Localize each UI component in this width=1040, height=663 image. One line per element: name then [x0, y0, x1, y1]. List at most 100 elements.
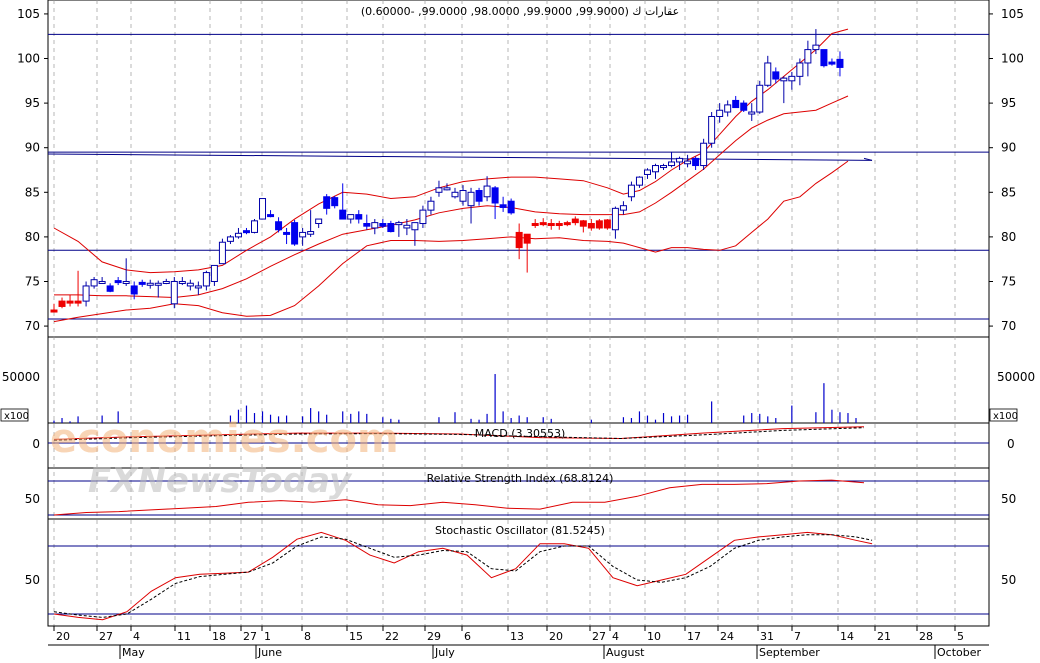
candle-body: [725, 105, 731, 112]
candle-body: [532, 224, 538, 226]
candle: [91, 277, 97, 289]
month-label: September: [759, 646, 820, 659]
x-tick-label: 18: [212, 630, 226, 643]
stochastic-title: Stochastic Oscillator (81.5245): [435, 524, 605, 537]
candle: [821, 50, 827, 68]
candle: [661, 164, 667, 170]
candle: [829, 59, 835, 66]
candle: [123, 258, 129, 286]
candle-body: [604, 220, 610, 228]
x-tick-label: 10: [647, 630, 661, 643]
x-tick-label: 11: [177, 630, 191, 643]
month-label: October: [937, 646, 981, 659]
candle: [340, 183, 346, 219]
rsi-tick-right: 50: [1001, 492, 1016, 506]
candle: [428, 197, 434, 215]
y-tick-label-left: 105: [17, 7, 40, 21]
candle-body: [580, 221, 586, 226]
candle: [604, 219, 610, 230]
candle-body: [813, 45, 819, 49]
volume-tick-left: 50000: [2, 370, 40, 384]
candle-body: [821, 50, 827, 66]
candle: [268, 210, 274, 217]
month-label: August: [606, 646, 645, 659]
candle: [163, 279, 169, 284]
x-tick-label: 7: [794, 630, 801, 643]
candle: [749, 103, 755, 121]
candle-body: [268, 215, 274, 217]
candle-body: [484, 186, 490, 197]
candle: [781, 76, 787, 103]
y-tick-label-right: 80: [1001, 230, 1016, 244]
candle: [107, 283, 113, 292]
candle: [701, 139, 707, 170]
x-tick-label: 27: [99, 630, 113, 643]
candle-body: [107, 286, 113, 291]
candle: [332, 196, 338, 208]
candle: [252, 219, 258, 233]
candle-body: [83, 286, 89, 301]
candle-body: [596, 221, 602, 228]
candle-body: [749, 112, 755, 114]
candle: [356, 210, 362, 223]
y-tick-label-left: 85: [25, 185, 40, 199]
candle: [765, 56, 771, 87]
candle-body: [612, 208, 618, 229]
candle: [203, 271, 209, 291]
x-tick-label: 29: [427, 630, 441, 643]
candle-body: [572, 219, 578, 223]
candle-body: [187, 283, 193, 286]
x-tick-label: 24: [720, 630, 734, 643]
candle-body: [837, 59, 843, 67]
candle-body: [115, 281, 121, 283]
candle-body: [588, 224, 594, 228]
candle-body: [781, 78, 787, 81]
candle-body: [420, 210, 426, 223]
month-label: May: [122, 646, 145, 659]
x-tick-label: 8: [304, 630, 311, 643]
candle: [757, 81, 763, 114]
candle-body: [396, 223, 402, 225]
month-label: July: [434, 646, 455, 659]
candle: [540, 218, 546, 226]
candle-body: [677, 158, 683, 162]
candle-body: [564, 223, 570, 225]
stochastic-tick-left: 50: [25, 573, 40, 587]
candle-body: [75, 301, 81, 303]
x-tick-label: 15: [349, 630, 363, 643]
candle-body: [171, 281, 177, 303]
candle: [99, 277, 105, 283]
candle-body: [123, 281, 129, 283]
candle-body: [644, 170, 650, 174]
candle: [580, 220, 586, 232]
candle: [797, 59, 803, 86]
y-tick-label-left: 75: [25, 274, 40, 288]
candle: [717, 103, 723, 123]
candle: [572, 216, 578, 225]
candle-body: [829, 62, 835, 64]
candle: [813, 29, 819, 54]
x-tick-label: 13: [510, 630, 524, 643]
candle: [260, 199, 266, 220]
bollinger-middle-band: [54, 96, 848, 298]
candle-body: [476, 191, 482, 202]
x-tick-label: 22: [385, 630, 399, 643]
candle-body: [388, 224, 394, 232]
candle: [508, 199, 514, 215]
stochastic-d-line: [54, 535, 872, 618]
candle: [460, 185, 466, 206]
candle-body: [524, 234, 530, 243]
candle-body: [260, 199, 266, 220]
candle: [733, 96, 739, 108]
candle: [588, 219, 594, 231]
candle: [628, 182, 634, 202]
candle-body: [155, 283, 161, 285]
candle: [596, 219, 602, 230]
candle-body: [300, 232, 306, 236]
candle-body: [284, 232, 290, 234]
watermark-economies: economies.com: [50, 416, 399, 462]
candle: [380, 219, 386, 228]
volume-multiplier-left: x100: [4, 411, 29, 422]
candle-body: [211, 265, 217, 281]
